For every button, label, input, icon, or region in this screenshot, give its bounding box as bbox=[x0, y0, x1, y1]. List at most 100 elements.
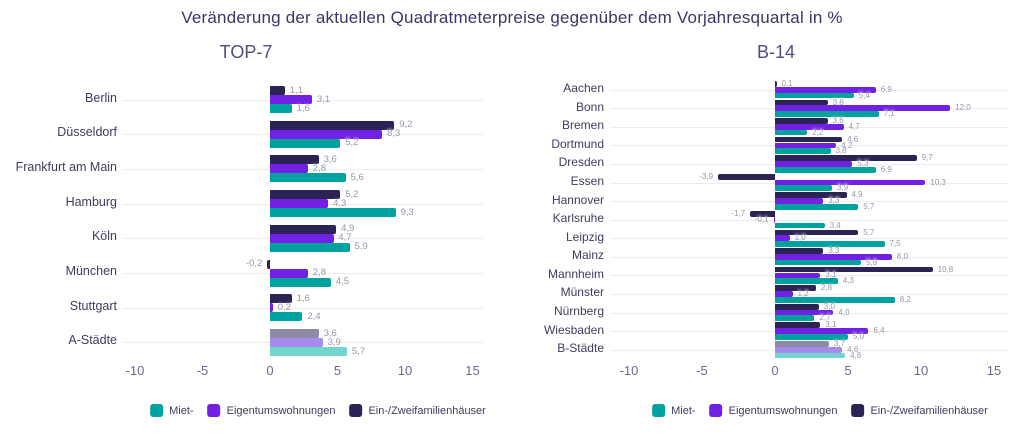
bar-value-label: 6,9 bbox=[880, 84, 892, 94]
bar bbox=[775, 296, 895, 303]
bar bbox=[775, 161, 853, 167]
bar bbox=[775, 179, 926, 186]
bar bbox=[775, 259, 862, 266]
bar-value-label: 12,0 bbox=[955, 103, 971, 113]
x-tick-label: 10 bbox=[913, 363, 929, 378]
chart-subtitle-b14: B-14 bbox=[756, 42, 796, 62]
bar bbox=[775, 229, 859, 236]
bar-value-label: 7,1 bbox=[883, 109, 895, 119]
bar bbox=[270, 224, 337, 234]
bar-value-label: 5,0 bbox=[853, 331, 865, 341]
category-label: Düsseldorf bbox=[57, 125, 117, 140]
category-label: Wiesbaden bbox=[543, 322, 604, 337]
category-label: Köln bbox=[91, 229, 117, 244]
bar bbox=[750, 211, 775, 217]
bar-value-label: 3,8 bbox=[835, 146, 847, 156]
bar bbox=[775, 155, 917, 162]
category-label: München bbox=[65, 264, 117, 278]
bar bbox=[267, 259, 270, 269]
bar-value-label: 6,9 bbox=[880, 164, 892, 174]
x-tick-label: -5 bbox=[696, 363, 708, 378]
category-label: Frankfurt am Main bbox=[15, 159, 117, 174]
legend-item: Eigentumswohnungen bbox=[207, 404, 336, 417]
bar bbox=[775, 81, 777, 87]
bar-value-label: 4,8 bbox=[850, 350, 862, 360]
bar bbox=[773, 216, 775, 223]
bar bbox=[775, 241, 885, 247]
bar-value-label: 8,3 bbox=[387, 128, 401, 140]
x-tick-label: 15 bbox=[986, 363, 1002, 378]
bar-value-label: 9,7 bbox=[921, 153, 933, 163]
bar-value-label: 1,0 bbox=[794, 233, 806, 243]
bar bbox=[775, 352, 846, 359]
page-title: Veränderung der aktuellen Quadratmeterpr… bbox=[181, 8, 843, 27]
bar bbox=[775, 105, 951, 112]
bar-value-label: 3,0 bbox=[823, 301, 835, 311]
bar-value-label: 3,9 bbox=[327, 336, 341, 348]
bar-value-label: 10,3 bbox=[930, 177, 946, 187]
row-gridline bbox=[123, 307, 483, 309]
bar-value-label: 3,6 bbox=[323, 154, 337, 165]
bar-value-label: 3,1 bbox=[316, 93, 331, 105]
bar-value-label: 3,3 bbox=[828, 196, 840, 206]
bar bbox=[775, 309, 834, 316]
category-label: Essen bbox=[570, 173, 604, 188]
bar bbox=[775, 118, 828, 124]
category-label: Leipzig bbox=[565, 229, 604, 244]
bar-value-label: -0,2 bbox=[245, 258, 263, 270]
bar bbox=[270, 328, 319, 338]
bar-value-label: 4,5 bbox=[335, 276, 350, 288]
bar bbox=[775, 315, 815, 322]
legend: Miet- Eigentumswohnungen Ein-/Zweifamilien… bbox=[150, 404, 486, 417]
legend-swatch-icon bbox=[349, 404, 363, 417]
bar-value-label: 4,7 bbox=[338, 232, 352, 244]
bar-value-label: 3,4 bbox=[829, 220, 841, 230]
legend-label: Eigentumswohnungen bbox=[226, 404, 336, 417]
bar bbox=[270, 337, 323, 347]
legend: Miet- Eigentumswohnungen Ein-/Zweifamilien… bbox=[652, 404, 988, 417]
x-tick-label: 5 bbox=[844, 363, 852, 378]
legend-swatch-icon bbox=[709, 404, 723, 417]
bar-value-label: 1,1 bbox=[289, 84, 304, 96]
bar bbox=[775, 129, 808, 136]
bar bbox=[775, 266, 933, 273]
bar-value-label: 2,7 bbox=[819, 313, 831, 323]
bar bbox=[775, 92, 854, 99]
bar bbox=[270, 268, 308, 278]
bar bbox=[270, 303, 273, 313]
category-label: Bonn bbox=[575, 99, 604, 114]
bar bbox=[775, 204, 859, 210]
bar bbox=[270, 120, 395, 130]
bar-value-label: 10,8 bbox=[937, 264, 954, 274]
x-tick-label: 10 bbox=[397, 363, 413, 378]
category-label: Dortmund bbox=[551, 136, 604, 151]
bar bbox=[775, 136, 843, 143]
legend-item: Miet- bbox=[150, 404, 194, 417]
x-tick-label: -10 bbox=[619, 363, 639, 378]
bar bbox=[775, 185, 832, 192]
bar-value-label: 5,7 bbox=[351, 345, 366, 357]
bar-value-label: 2,8 bbox=[312, 163, 327, 174]
bar bbox=[775, 198, 824, 204]
category-label: Bremen bbox=[561, 118, 604, 133]
bar bbox=[270, 233, 334, 243]
bar bbox=[775, 341, 829, 347]
bar bbox=[775, 86, 876, 93]
bar bbox=[270, 155, 319, 165]
row-gridline bbox=[610, 219, 1008, 221]
bar-value-label: 3,6 bbox=[323, 327, 337, 339]
category-label: Hannover bbox=[551, 192, 604, 207]
bar-value-label: 4,9 bbox=[851, 190, 863, 200]
bar-value-label: 2,8 bbox=[312, 267, 327, 279]
legend-label: Miet- bbox=[671, 404, 696, 417]
bar bbox=[270, 86, 285, 95]
category-label: Münster bbox=[560, 285, 604, 300]
bar bbox=[775, 291, 793, 297]
bar bbox=[775, 99, 828, 106]
bar-value-label: 4,6 bbox=[847, 344, 859, 354]
bar bbox=[775, 272, 821, 279]
bar-value-label: 9,3 bbox=[400, 206, 414, 218]
category-label: Dresden bbox=[558, 155, 604, 170]
bar-value-label: 5,6 bbox=[350, 172, 364, 183]
